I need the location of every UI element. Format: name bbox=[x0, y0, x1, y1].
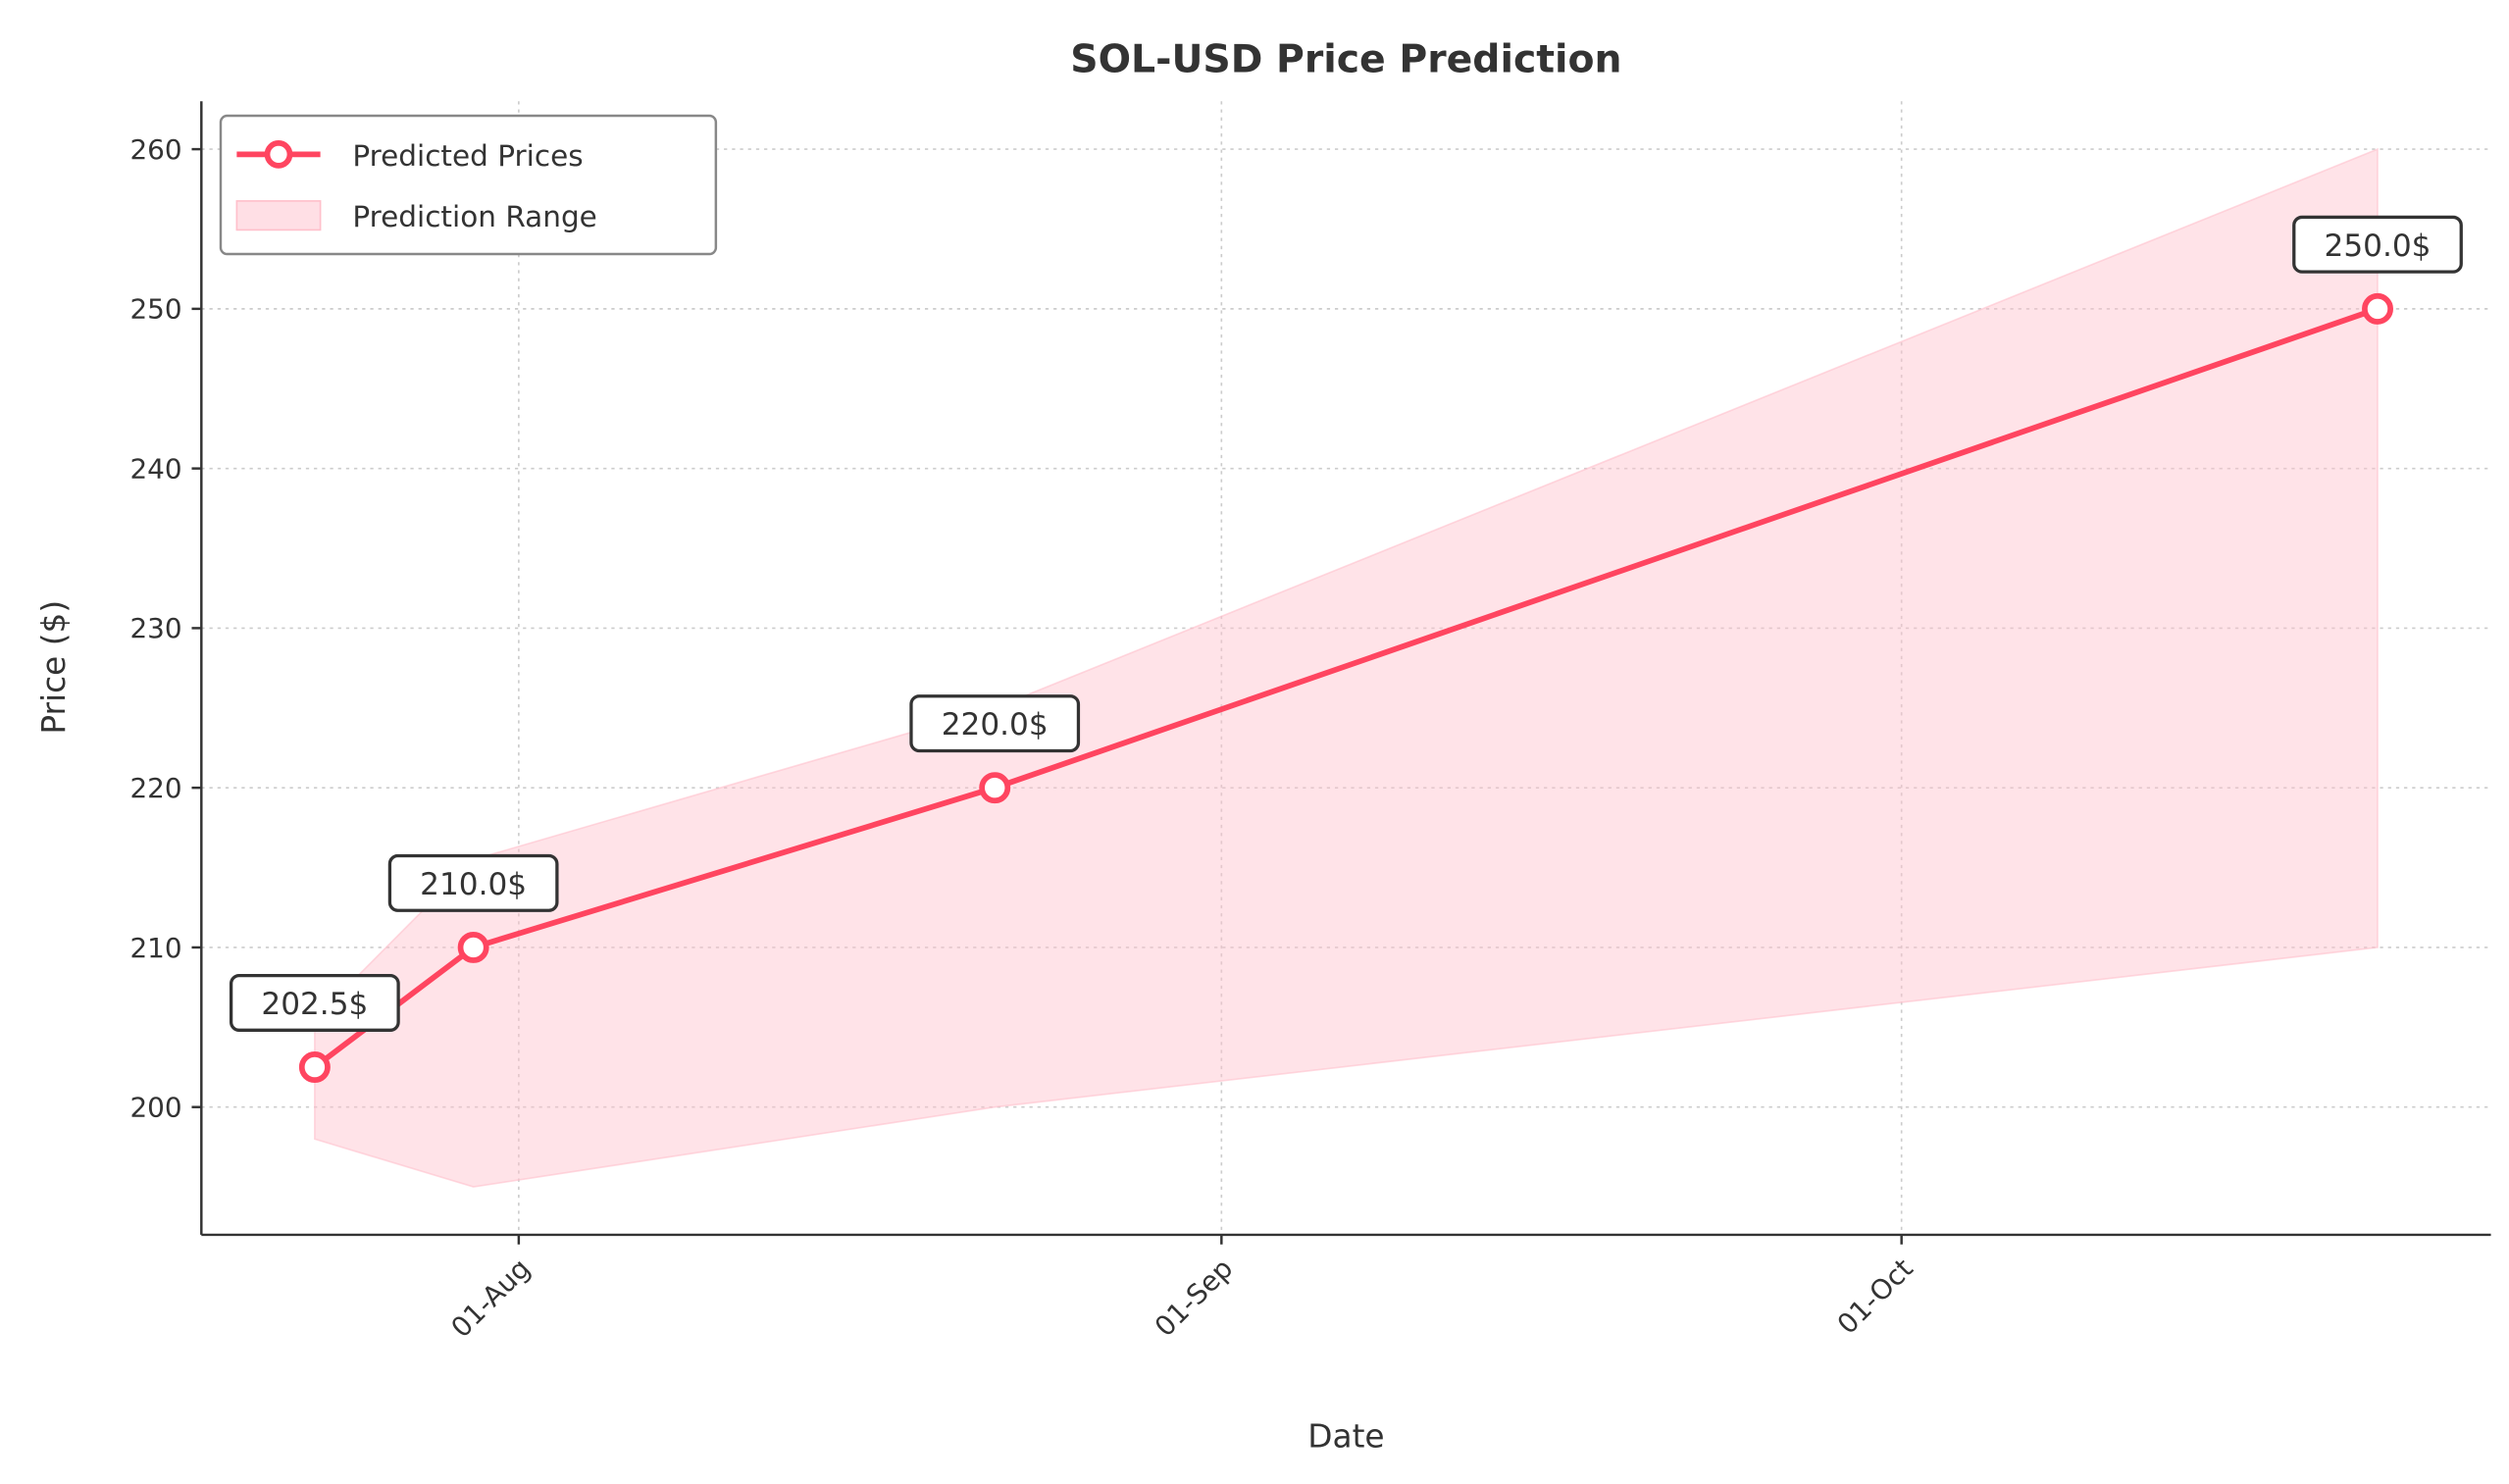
data-label-box bbox=[2292, 215, 2463, 274]
legend: Predicted Prices Prediction Range bbox=[219, 114, 718, 256]
x-tick-label: 01-Oct bbox=[1831, 1253, 1920, 1341]
data-label-box bbox=[387, 853, 559, 912]
legend-label-range: Prediction Range bbox=[352, 200, 596, 233]
data-point bbox=[2362, 292, 2393, 325]
y-tick-label: 250 bbox=[129, 293, 181, 326]
y-tick-label: 200 bbox=[129, 1092, 181, 1124]
y-tick-label: 260 bbox=[129, 133, 181, 166]
data-label-box bbox=[229, 973, 400, 1032]
data-label: 210.0$ bbox=[420, 867, 527, 902]
data-label: 202.5$ bbox=[261, 987, 368, 1022]
chart-title: SOL-USD Price Prediction bbox=[1070, 37, 1621, 82]
y-tick-label: 240 bbox=[129, 452, 181, 485]
y-axis-label: Price ($) bbox=[35, 600, 73, 735]
legend-marker-icon bbox=[264, 140, 293, 169]
grid bbox=[201, 101, 2491, 1235]
data-label-box bbox=[909, 694, 1081, 753]
y-tick-label: 210 bbox=[129, 932, 181, 964]
x-axis-label: Date bbox=[1307, 1417, 1384, 1455]
data-label: 250.0$ bbox=[2325, 229, 2432, 264]
x-tick-label: 01-Aug bbox=[444, 1253, 537, 1345]
legend-label-predicted: Predicted Prices bbox=[352, 139, 583, 173]
data-point bbox=[298, 1051, 331, 1083]
x-tick-label: 01-Sep bbox=[1149, 1253, 1240, 1344]
y-tick-label: 220 bbox=[129, 772, 181, 804]
legend-range-swatch bbox=[235, 200, 322, 231]
data-point bbox=[979, 772, 1011, 804]
plot-area: 202.5$ 210.0$ 220.0$ 250.0$ bbox=[229, 147, 2463, 1188]
data-label: 220.0$ bbox=[942, 707, 1049, 742]
data-point bbox=[457, 931, 489, 963]
y-tick-label: 230 bbox=[129, 612, 181, 644]
